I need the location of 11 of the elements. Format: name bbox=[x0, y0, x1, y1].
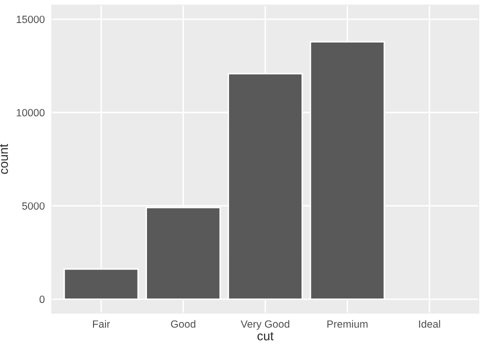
x-tick-label: Ideal bbox=[419, 320, 440, 328]
y-tick-label: 5000 bbox=[22, 202, 45, 210]
y-axis-title: count bbox=[0, 144, 8, 174]
x-tick-label: Good bbox=[171, 320, 196, 328]
x-axis-title: cut bbox=[257, 332, 274, 340]
x-tick-label: Very Good bbox=[240, 320, 290, 330]
y-tick-label: 15000 bbox=[16, 16, 45, 24]
y-tick-label: 10000 bbox=[16, 109, 45, 116]
x-tick-label: Fair bbox=[93, 320, 110, 328]
x-tick-label: Premium bbox=[327, 320, 368, 328]
y-tick-label: 0 bbox=[40, 296, 45, 304]
